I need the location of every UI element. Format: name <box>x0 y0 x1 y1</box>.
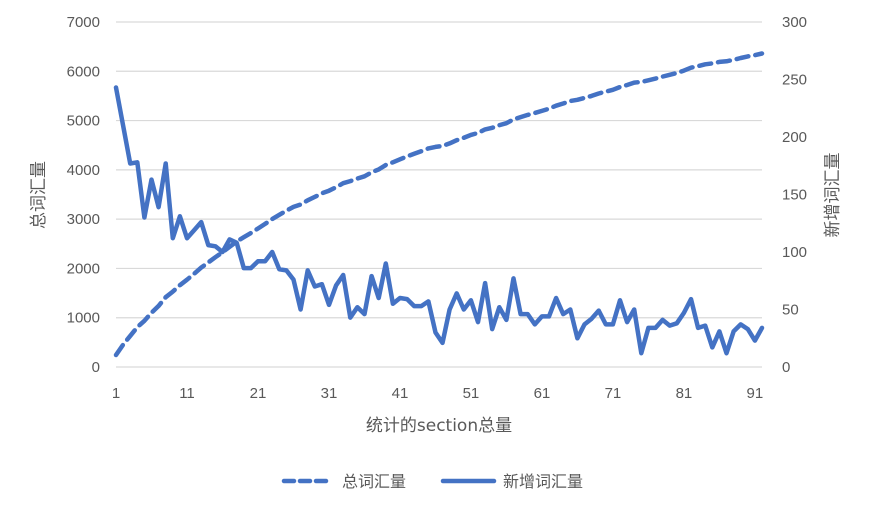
right-y-tick-label: 50 <box>782 302 799 319</box>
left-y-axis-ticks: 0 1000 2000 3000 4000 5000 6000 7000 <box>67 14 100 376</box>
x-axis-title: 统计的section总量 <box>366 416 512 436</box>
left-y-tick-label: 1000 <box>67 310 100 327</box>
legend-label-new: 新增词汇量 <box>503 472 583 491</box>
x-tick-label: 51 <box>463 385 480 402</box>
left-y-tick-label: 5000 <box>67 113 100 130</box>
x-tick-label: 81 <box>676 385 693 402</box>
left-y-tick-label: 3000 <box>67 211 100 228</box>
x-axis-ticks: 1 11 21 31 41 51 61 71 81 91 <box>112 385 763 402</box>
x-tick-label: 1 <box>112 385 120 402</box>
legend-label-total: 总词汇量 <box>342 472 406 491</box>
legend-item-new[interactable]: 新增词汇量 <box>440 472 583 491</box>
right-y-tick-label: 100 <box>782 244 807 261</box>
right-y-tick-label: 0 <box>782 359 790 376</box>
left-y-axis-title: 总词汇量 <box>29 161 49 229</box>
left-y-tick-label: 2000 <box>67 260 100 277</box>
x-tick-label: 91 <box>747 385 764 402</box>
left-y-tick-label: 0 <box>92 359 100 376</box>
x-tick-label: 61 <box>534 385 551 402</box>
right-y-axis-ticks: 0 50 100 150 200 250 300 <box>782 14 807 376</box>
left-y-tick-label: 6000 <box>67 63 100 80</box>
series-new-vocabulary-line <box>113 85 765 356</box>
x-tick-label: 41 <box>392 385 409 402</box>
right-y-tick-label: 250 <box>782 72 807 89</box>
x-tick-label: 71 <box>605 385 622 402</box>
left-y-tick-label: 7000 <box>67 14 100 31</box>
legend-item-total[interactable]: 总词汇量 <box>281 472 406 491</box>
gridlines <box>116 21 762 368</box>
right-y-tick-label: 300 <box>782 14 807 31</box>
legend: 总词汇量 新增词汇量 <box>281 472 583 491</box>
x-tick-label: 21 <box>250 385 267 402</box>
left-y-tick-label: 4000 <box>67 162 100 179</box>
right-y-tick-label: 200 <box>782 129 807 146</box>
right-y-axis-title: 新增词汇量 <box>823 153 843 238</box>
x-tick-label: 11 <box>179 385 195 402</box>
series-total-vocabulary-line <box>113 51 765 358</box>
right-y-tick-label: 150 <box>782 187 807 204</box>
x-tick-label: 31 <box>321 385 338 402</box>
